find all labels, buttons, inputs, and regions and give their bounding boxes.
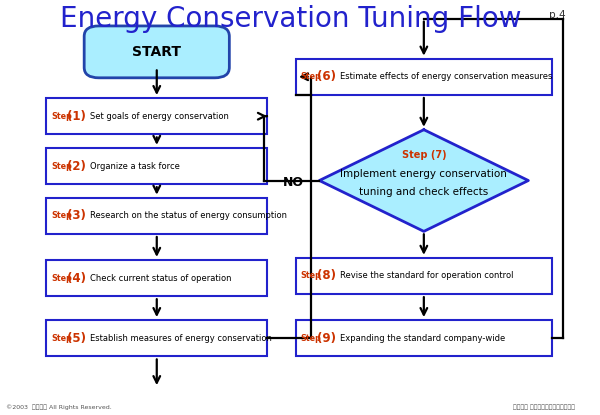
Text: (9): (9)	[317, 332, 336, 345]
Text: Step: Step	[51, 112, 72, 121]
FancyBboxPatch shape	[296, 59, 551, 95]
Text: (5): (5)	[67, 332, 86, 345]
FancyBboxPatch shape	[46, 320, 267, 356]
Text: (8): (8)	[317, 269, 336, 283]
Text: ©2003  エコアル All Rights Reserved.: ©2003 エコアル All Rights Reserved.	[6, 404, 112, 410]
Text: Expanding the standard company-wide: Expanding the standard company-wide	[340, 334, 505, 343]
Text: (1): (1)	[67, 110, 86, 123]
Text: Step: Step	[301, 72, 322, 81]
FancyBboxPatch shape	[46, 148, 267, 184]
Text: Step: Step	[51, 334, 72, 343]
FancyBboxPatch shape	[84, 26, 229, 78]
FancyBboxPatch shape	[46, 198, 267, 234]
Text: Step (7): Step (7)	[401, 150, 446, 160]
Text: p.4: p.4	[550, 10, 566, 20]
FancyBboxPatch shape	[46, 98, 267, 134]
Text: Estimate effects of energy conservation measures: Estimate effects of energy conservation …	[340, 72, 552, 81]
Text: Implement energy conservation: Implement energy conservation	[340, 169, 507, 179]
Polygon shape	[319, 129, 529, 232]
Text: Step: Step	[51, 211, 72, 220]
Text: Energy Conservation Tuning Flow: Energy Conservation Tuning Flow	[59, 5, 521, 33]
Text: Organize a task force: Organize a task force	[90, 161, 180, 171]
Text: tuning and check effects: tuning and check effects	[359, 187, 488, 197]
Text: (6): (6)	[317, 70, 336, 83]
Text: 株式会社 エコアルエンジニアリング: 株式会社 エコアルエンジニアリング	[513, 405, 575, 410]
Text: (3): (3)	[67, 209, 86, 222]
FancyBboxPatch shape	[296, 320, 551, 356]
Text: Step: Step	[301, 334, 322, 343]
Text: START: START	[132, 45, 181, 59]
Text: Establish measures of energy conservation: Establish measures of energy conservatio…	[90, 334, 272, 343]
Text: Step: Step	[51, 273, 72, 283]
FancyBboxPatch shape	[46, 260, 267, 296]
Text: Step: Step	[301, 271, 322, 281]
Text: (2): (2)	[67, 159, 86, 173]
Text: (4): (4)	[67, 271, 86, 285]
Text: Step: Step	[51, 161, 72, 171]
Text: Check current status of operation: Check current status of operation	[90, 273, 232, 283]
Text: NO: NO	[283, 176, 304, 189]
FancyBboxPatch shape	[296, 258, 551, 294]
Text: Set goals of energy conservation: Set goals of energy conservation	[90, 112, 229, 121]
Text: Revise the standard for operation control: Revise the standard for operation contro…	[340, 271, 513, 281]
Text: Research on the status of energy consumption: Research on the status of energy consump…	[90, 211, 287, 220]
